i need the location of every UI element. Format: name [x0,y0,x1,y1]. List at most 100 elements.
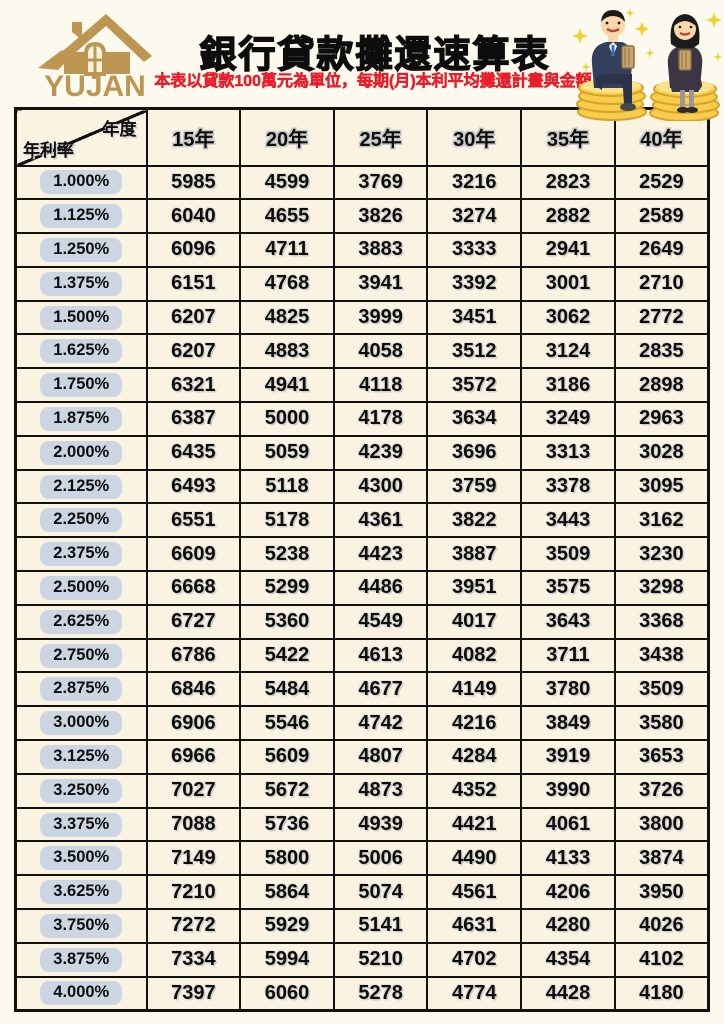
logo-text: YUJAN [44,70,146,103]
money-people-illustration [572,8,723,121]
value-cell: 5000 [239,401,335,437]
value-cell: 6207 [145,299,242,336]
rate-pill: 3.000% [40,711,123,736]
value-cell: 5006 [332,840,429,877]
value-cell: 3378 [520,468,616,505]
rate-cell: 3.000% [14,705,148,742]
rate-pill: 1.750% [40,373,123,398]
value-cell: 2963 [613,401,710,437]
rate-pill: 3.875% [40,947,123,972]
rate-cell: 1.625% [14,333,148,370]
value-cell: 4873 [332,772,429,809]
value-cell: 5210 [332,941,429,978]
rate-pill: 1.250% [40,237,123,262]
value-cell: 5994 [239,941,335,978]
value-cell: 4711 [239,232,335,268]
value-cell: 4061 [520,806,616,843]
value-cell: 3509 [613,671,710,708]
value-cell: 6551 [145,502,242,539]
value-cell: 3826 [332,198,429,235]
rate-cell: 1.500% [14,299,148,336]
value-cell: 6966 [145,739,242,775]
rate-cell: 2.625% [14,603,148,640]
rate-pill: 3.750% [40,913,123,938]
value-cell: 3249 [520,401,616,437]
value-cell: 2835 [613,333,710,370]
table-row: 1.750% 6321 4941 4118 3572 3186 2898 [14,367,710,404]
value-cell: 3780 [520,671,616,708]
value-cell: 6786 [145,637,242,674]
value-cell: 4118 [332,367,429,404]
value-cell: 3095 [613,468,710,505]
value-cell: 4280 [520,908,616,944]
value-cell: 7088 [145,806,242,843]
table-row: 1.625% 6207 4883 4058 3512 3124 2835 [14,333,710,370]
rate-cell: 2.500% [14,570,148,606]
value-cell: 4300 [332,468,429,505]
column-header: 20年 [239,107,335,167]
businessman-figure [591,10,636,111]
value-cell: 3941 [332,265,429,302]
value-cell: 4423 [332,536,429,573]
rate-pill: 2.000% [40,440,123,465]
table-row: 3.250% 7027 5672 4873 4352 3990 3726 [14,772,710,809]
table-row: 3.875% 7334 5994 5210 4702 4354 4102 [14,941,710,978]
rate-pill: 2.375% [40,542,123,567]
rate-cell: 2.375% [14,536,148,573]
table-row: 3.750% 7272 5929 5141 4631 4280 4026 [14,908,710,944]
value-cell: 5546 [239,705,335,742]
rate-pill: 2.750% [40,643,123,668]
value-cell: 3368 [613,603,710,640]
loan-amortization-table: 年度 年利率 15年 20年 25年 30年 35年 40年 1.000% 5985 4599… [14,107,710,1012]
table-row: 3.375% 7088 5736 4939 4421 4061 3800 [14,806,710,843]
column-header: 30年 [426,107,523,167]
rate-cell: 3.125% [14,739,148,775]
value-cell: 5985 [145,164,242,201]
value-cell: 7272 [145,908,242,944]
value-cell: 3298 [613,570,710,606]
value-cell: 5074 [332,874,429,911]
value-cell: 4486 [332,570,429,606]
value-cell: 5609 [239,739,335,775]
rate-pill: 1.625% [40,339,123,364]
rate-cell: 3.375% [14,806,148,843]
value-cell: 3849 [520,705,616,742]
table-row: 2.250% 6551 5178 4361 3822 3443 3162 [14,502,710,539]
value-cell: 3509 [520,536,616,573]
corner-label-years: 年度 [102,120,137,139]
value-cell: 4561 [426,874,523,911]
value-cell: 6387 [145,401,242,437]
value-cell: 5059 [239,434,335,471]
rate-cell: 1.125% [14,198,148,235]
rate-pill: 3.250% [40,778,123,803]
rate-pill: 1.375% [40,271,123,296]
value-cell: 2823 [520,164,616,201]
table-row: 4.000% 7397 6060 5278 4774 4428 4180 [14,975,710,1012]
value-cell: 6207 [145,333,242,370]
value-cell: 7210 [145,874,242,911]
value-cell: 3874 [613,840,710,877]
value-cell: 3443 [520,502,616,539]
value-cell: 4180 [613,975,710,1012]
value-cell: 5118 [239,468,335,505]
value-cell: 5422 [239,637,335,674]
table-row: 1.375% 6151 4768 3941 3392 3001 2710 [14,265,710,302]
value-cell: 3230 [613,536,710,573]
value-cell: 4421 [426,806,523,843]
value-cell: 3887 [426,536,523,573]
rate-pill: 3.500% [40,846,123,871]
value-cell: 4655 [239,198,335,235]
value-cell: 3274 [426,198,523,235]
rate-cell: 1.000% [14,164,148,201]
value-cell: 3062 [520,299,616,336]
value-cell: 3186 [520,367,616,404]
value-cell: 5141 [332,908,429,944]
value-cell: 4941 [239,367,335,404]
value-cell: 4352 [426,772,523,809]
value-cell: 3990 [520,772,616,809]
value-cell: 2710 [613,265,710,302]
rate-cell: 3.750% [14,908,148,944]
value-cell: 7397 [145,975,242,1012]
value-cell: 2941 [520,232,616,268]
